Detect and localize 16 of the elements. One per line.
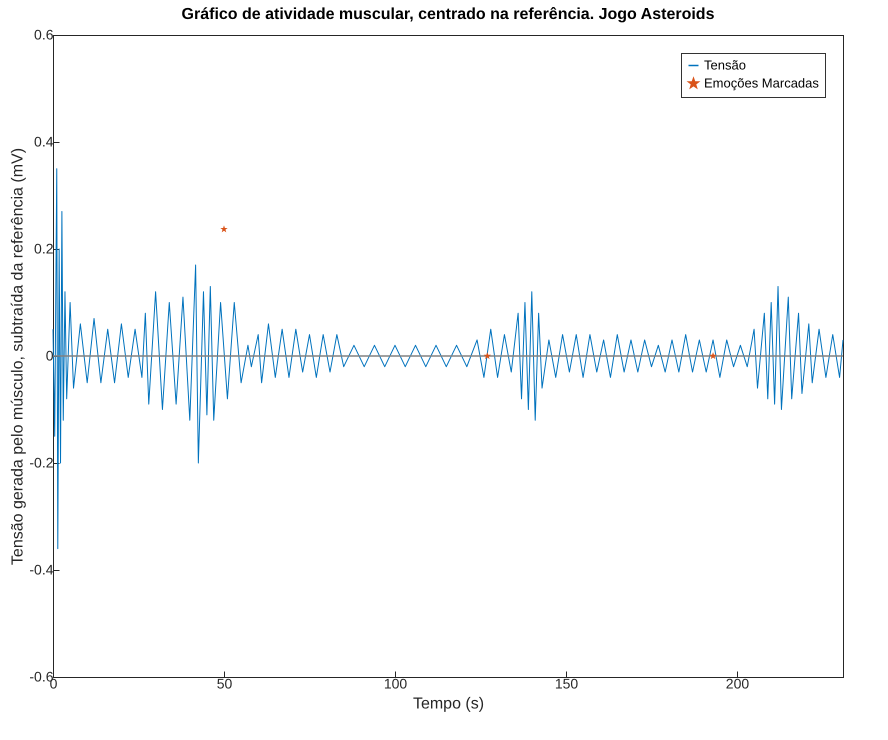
line-series [52, 168, 844, 550]
x-tick-label: 200 [726, 676, 750, 692]
y-tick-label: 0.2 [34, 240, 54, 256]
x-axis-title: Tempo (s) [412, 696, 484, 712]
x-tick-label: 50 [216, 676, 232, 692]
legend-label: Tensão [704, 58, 746, 72]
y-tick-label: 0 [46, 348, 54, 364]
y-axis-title: Tensão gerada pelo músculo, subtraída da referência (mV) [9, 148, 26, 566]
x-tick-label: 150 [554, 676, 578, 692]
y-tick-label: 0.6 [34, 26, 54, 42]
y-tick-label: -0.4 [29, 562, 54, 578]
y-tick-label: 0.4 [34, 134, 54, 150]
legend-label: Emoções Marcadas [704, 76, 820, 90]
y-tick-label: -0.2 [29, 454, 54, 470]
chart-title: Gráfico de atividade muscular, centrado na referência. Jogo Asteroids [182, 6, 715, 23]
x-tick-label: 100 [384, 676, 408, 692]
